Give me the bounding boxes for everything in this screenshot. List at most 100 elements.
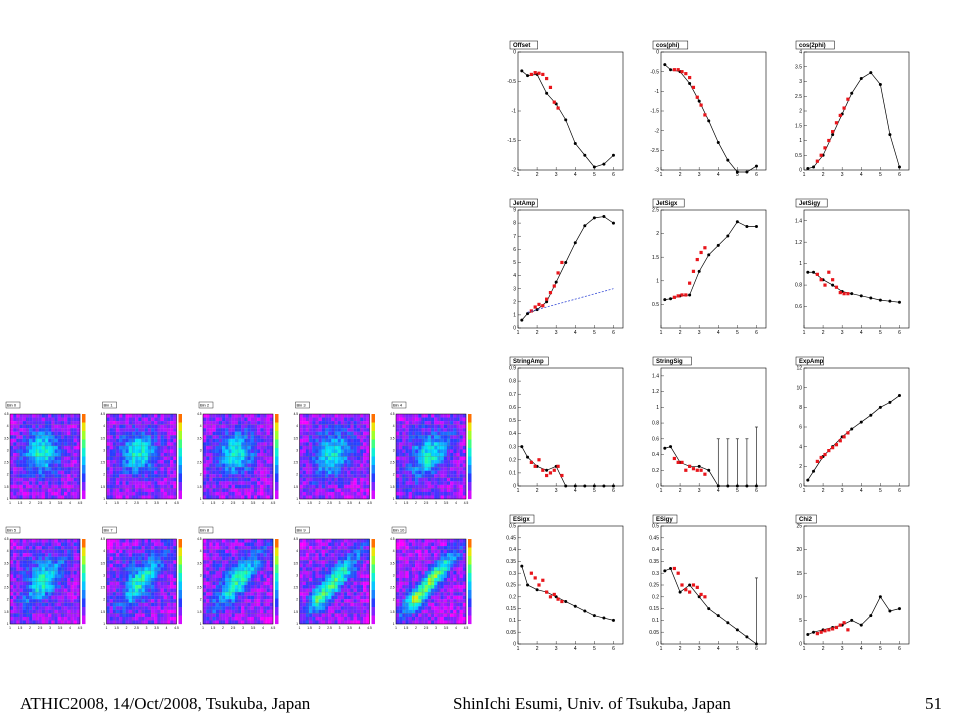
x-tick-label: 1 bbox=[803, 330, 806, 336]
heatmap-y-tick: 4.5 bbox=[294, 412, 299, 416]
data-point-red bbox=[834, 443, 839, 447]
heatmap-label: Bin 8 bbox=[200, 528, 210, 533]
data-point-red bbox=[545, 76, 549, 81]
data-point-red bbox=[691, 583, 696, 587]
plot-title-box: ExpAmp bbox=[795, 356, 824, 366]
data-point-red bbox=[556, 106, 560, 110]
data-point-black bbox=[888, 400, 892, 404]
heatmap-pixels bbox=[203, 539, 274, 625]
y-tick-label: 0.5 bbox=[795, 153, 802, 159]
x-tick-label: 5 bbox=[593, 330, 596, 336]
heatmap-colorbar bbox=[275, 414, 279, 500]
plot-title-box: cos(2phi) bbox=[795, 40, 835, 50]
heatmap-x-tick: 2 bbox=[126, 501, 128, 505]
x-tick-label: 1 bbox=[517, 488, 520, 494]
footer-author: ShinIchi Esumi, Univ. of Tsukuba, Japan bbox=[453, 694, 731, 713]
heatmap-frame bbox=[106, 538, 177, 625]
heatmap-y-tick: 2.5 bbox=[4, 461, 9, 465]
data-point-red bbox=[672, 566, 676, 571]
data-point-black bbox=[707, 468, 711, 472]
heatmap-x-tick: 3 bbox=[339, 501, 341, 505]
heatmap-frame bbox=[106, 413, 177, 500]
heatmap-x-tick: 1.5 bbox=[18, 501, 23, 505]
y-tick-label: 0.8 bbox=[509, 379, 516, 385]
data-point-black bbox=[526, 583, 530, 587]
data-point-black bbox=[520, 318, 524, 322]
heatmap-label: Bin 5 bbox=[7, 528, 17, 533]
heatmap-x-tick: 4 bbox=[166, 501, 168, 505]
data-point-red bbox=[533, 576, 537, 580]
heatmap-x-tick: 2.5 bbox=[327, 501, 332, 505]
heatmap-y-tick: 4.5 bbox=[101, 412, 106, 416]
heatmap-y-tick: 4 bbox=[7, 549, 9, 553]
heatmap-y-tick: 4 bbox=[393, 549, 395, 553]
data-point-red bbox=[842, 106, 846, 110]
y-tick-label: 5 bbox=[513, 260, 516, 266]
data-point-black bbox=[745, 170, 749, 174]
heatmap-y-tick: 3 bbox=[393, 573, 395, 577]
y-tick-label: 10 bbox=[796, 594, 802, 600]
data-point-black bbox=[573, 241, 577, 245]
x-tick-label: 1 bbox=[803, 646, 806, 652]
data-point-black bbox=[611, 484, 615, 488]
data-point-red bbox=[834, 625, 839, 630]
y-tick-label: 5 bbox=[799, 618, 802, 624]
data-point-black bbox=[716, 243, 720, 247]
heatmap-x-tick: 3.5 bbox=[58, 626, 63, 630]
data-point-red bbox=[823, 629, 827, 633]
y-tick-label: 4 bbox=[513, 273, 516, 279]
plot-title-box: Chi2 bbox=[795, 514, 817, 524]
heatmap-y-tick: 1 bbox=[200, 622, 202, 626]
y-tick-label: 0.4 bbox=[652, 452, 659, 458]
y-tick-label: -1.5 bbox=[650, 109, 659, 115]
data-point-black bbox=[850, 618, 854, 622]
data-point-black bbox=[806, 633, 810, 637]
data-point-black bbox=[878, 405, 882, 409]
y-tick-label: 0.45 bbox=[506, 535, 516, 541]
y-tick-label: 2 bbox=[799, 464, 802, 470]
data-point-black bbox=[726, 158, 730, 162]
x-tick-label: 3 bbox=[698, 646, 701, 652]
data-point-red bbox=[676, 68, 680, 72]
data-point-red bbox=[699, 250, 703, 255]
heatmap-y-tick: 2.5 bbox=[101, 586, 106, 590]
heatmap-y-tick: 4 bbox=[296, 549, 298, 553]
heatmap-frame bbox=[299, 413, 370, 500]
data-point-black bbox=[602, 162, 606, 166]
data-point-red bbox=[541, 578, 545, 582]
plot-frame bbox=[803, 525, 910, 645]
heatmap-frame bbox=[395, 538, 467, 625]
footer-conference: ATHIC2008, 14/Oct/2008, Tsukuba, Japan bbox=[20, 694, 311, 713]
heatmap-y-tick: 1.5 bbox=[101, 610, 106, 614]
data-point-red bbox=[680, 583, 684, 587]
heatmap-x-tick: 3.5 bbox=[444, 626, 449, 630]
data-point-red bbox=[548, 595, 553, 599]
heatmap-y-tick: 3 bbox=[103, 448, 105, 452]
x-tick-label: 2 bbox=[536, 488, 539, 494]
x-tick-label: 3 bbox=[841, 330, 844, 336]
heatmap-y-tick: 4.5 bbox=[390, 537, 395, 541]
data-point-red bbox=[842, 292, 846, 296]
x-tick-label: 4 bbox=[717, 646, 720, 652]
heatmap-x-tick: 2.5 bbox=[134, 501, 139, 505]
y-tick-label: 0.8 bbox=[795, 283, 802, 289]
heatmap-y-tick: 3.5 bbox=[4, 436, 9, 440]
heatmap-x-tick: 1 bbox=[9, 501, 11, 505]
heatmap-y-tick: 1.5 bbox=[197, 610, 202, 614]
y-tick-label: 0.35 bbox=[506, 559, 516, 565]
data-point-black bbox=[888, 133, 892, 137]
heatmap-x-tick: 1.5 bbox=[307, 501, 312, 505]
data-point-black bbox=[602, 484, 606, 488]
data-point-black bbox=[554, 595, 558, 599]
heatmap-3: Bin 2 1 1.5 2 2.5 3 3.5 4 4.5 1 1.5 2 2.5 3 3.5 4 4.5 bbox=[197, 401, 279, 505]
plot-title-frame bbox=[652, 356, 692, 366]
y-tick-label: 3 bbox=[799, 79, 802, 85]
x-tick-label: 6 bbox=[612, 646, 615, 652]
heatmap-x-tick: 3.5 bbox=[154, 626, 159, 630]
x-tick-label: 4 bbox=[574, 646, 577, 652]
heatmap-pixels bbox=[299, 539, 370, 625]
data-point-red bbox=[560, 260, 564, 265]
heatmap-y-tick: 3 bbox=[200, 573, 202, 577]
data-point-black bbox=[806, 270, 810, 274]
